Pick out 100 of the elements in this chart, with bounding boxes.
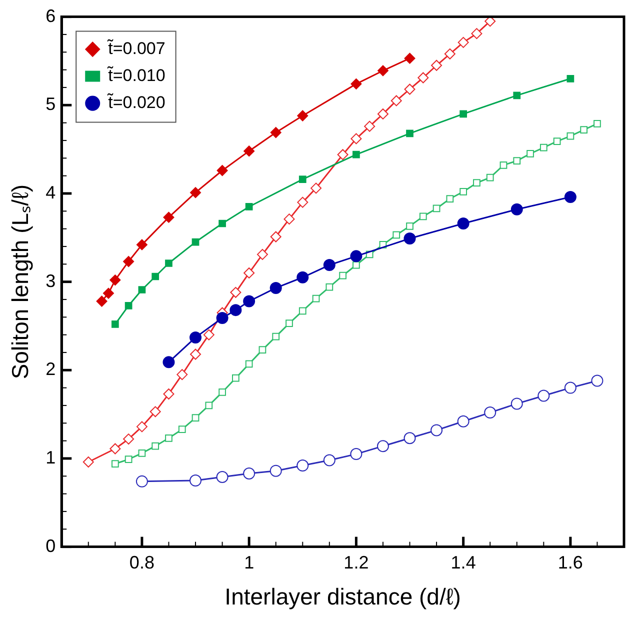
point <box>245 360 253 368</box>
point <box>457 218 470 230</box>
point <box>165 260 172 267</box>
point <box>96 296 108 307</box>
point <box>446 195 454 202</box>
y-tick-label: 3 <box>46 270 56 291</box>
point <box>178 426 186 433</box>
point <box>102 288 114 299</box>
point <box>390 95 402 106</box>
point <box>510 203 523 216</box>
point <box>284 214 295 225</box>
point <box>123 434 134 445</box>
point <box>298 307 306 315</box>
point <box>258 346 266 354</box>
point <box>270 464 282 477</box>
point <box>406 130 414 138</box>
x-axis-title: Interlayer distance (d/ℓ) <box>224 584 461 610</box>
point <box>460 110 467 118</box>
point <box>244 146 255 157</box>
point <box>286 320 293 327</box>
point <box>312 294 320 302</box>
point <box>431 60 442 71</box>
point <box>110 443 121 454</box>
point <box>216 471 228 484</box>
point <box>310 182 322 194</box>
point <box>540 144 548 152</box>
point <box>230 286 242 298</box>
x-tick-label: 0.8 <box>129 552 154 573</box>
point <box>526 150 534 158</box>
point <box>364 120 376 132</box>
point <box>297 110 308 122</box>
point <box>190 331 202 344</box>
point <box>205 402 213 410</box>
point <box>190 348 202 360</box>
point <box>216 165 228 176</box>
point <box>243 467 256 480</box>
point <box>296 460 309 472</box>
point <box>350 250 362 262</box>
point <box>458 36 469 48</box>
point <box>566 74 574 82</box>
point <box>594 120 601 128</box>
point <box>473 179 480 187</box>
point <box>218 220 226 228</box>
point <box>406 222 414 230</box>
point <box>323 454 336 466</box>
y-tick-label: 1 <box>46 447 56 468</box>
point <box>270 231 282 242</box>
point <box>404 232 416 245</box>
point <box>162 356 175 368</box>
point <box>337 149 348 160</box>
point <box>377 108 388 120</box>
point <box>486 174 494 182</box>
point <box>297 196 308 208</box>
point <box>377 65 388 76</box>
point <box>350 133 362 144</box>
legend-label: t̃=0.020 <box>106 92 166 112</box>
point <box>376 440 389 452</box>
point <box>457 415 470 428</box>
point <box>404 432 416 444</box>
point <box>124 456 132 464</box>
point <box>190 187 202 198</box>
point <box>323 259 336 272</box>
x-tick-label: 1 <box>244 552 254 573</box>
x-tick-label: 1.2 <box>344 552 369 573</box>
y-tick-label: 0 <box>46 536 56 556</box>
point <box>152 272 160 280</box>
y-tick-label: 4 <box>46 182 56 202</box>
point <box>591 374 604 387</box>
point <box>564 382 576 394</box>
point <box>460 188 467 196</box>
y-axis-title: Soliton length (Lₛ/ℓ) <box>7 184 34 380</box>
point <box>513 157 521 164</box>
point <box>564 191 576 203</box>
point <box>245 203 253 210</box>
point <box>484 16 496 27</box>
point <box>326 283 334 291</box>
point <box>123 256 134 267</box>
legend-label: t̃=0.007 <box>106 38 166 58</box>
point <box>296 271 309 284</box>
point <box>500 162 508 169</box>
point <box>243 295 256 308</box>
point <box>165 434 172 442</box>
point <box>352 261 360 269</box>
point <box>553 138 561 146</box>
point <box>339 272 346 280</box>
point <box>110 274 121 286</box>
point <box>150 406 161 418</box>
point <box>111 320 119 328</box>
point <box>350 448 362 460</box>
point <box>404 84 416 95</box>
point <box>580 126 588 134</box>
point <box>111 460 119 468</box>
point <box>244 267 255 278</box>
point <box>230 304 242 316</box>
point <box>418 72 429 84</box>
y-tick-label: 5 <box>46 94 56 114</box>
point <box>136 475 148 488</box>
point <box>484 406 496 419</box>
point <box>256 248 268 260</box>
point <box>163 388 174 400</box>
